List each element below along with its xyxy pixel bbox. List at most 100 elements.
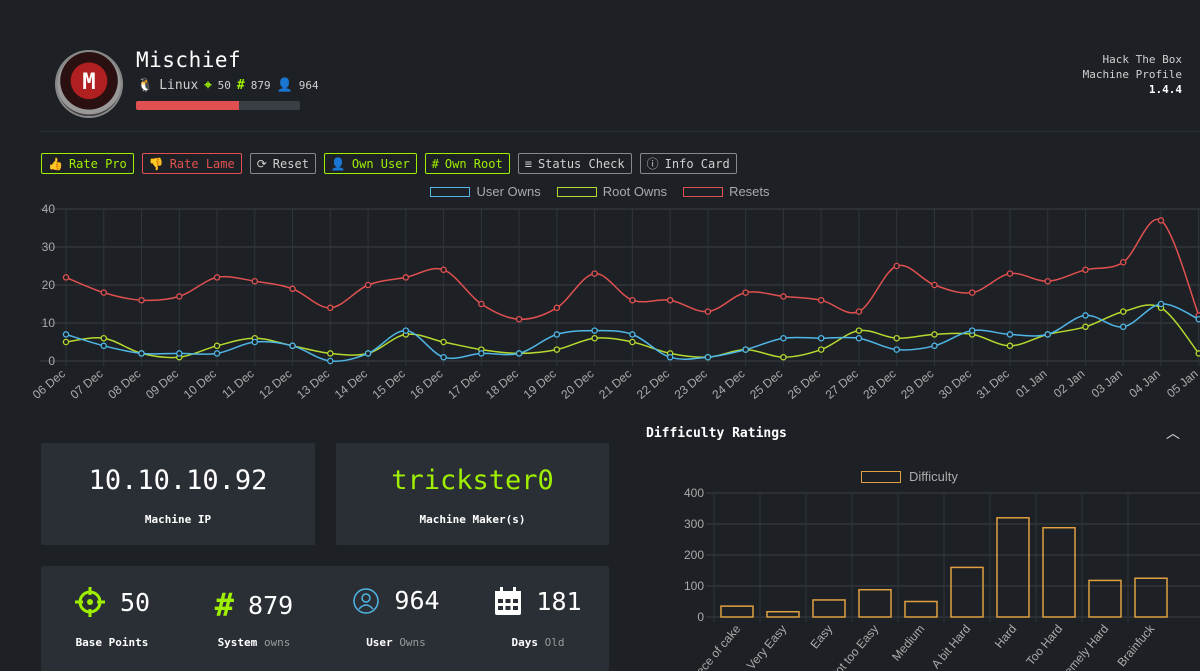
data-point: [1119, 308, 1127, 315]
data-point: [327, 357, 334, 365]
data-point: [742, 289, 749, 296]
data-point: [1044, 331, 1051, 338]
stats-card: 50 Base Points # 879 System owns 964 Use…: [41, 566, 609, 671]
header-divider: [40, 131, 1200, 132]
legend-item[interactable]: User Owns: [430, 184, 541, 199]
x-tick-label: 18 Dec: [483, 367, 521, 402]
data-point: [213, 274, 221, 281]
x-tick-label: Easy: [807, 622, 835, 651]
stat-user-owns: 964 User Owns: [325, 566, 467, 671]
data-point: [289, 285, 296, 293]
y-tick-label: 10: [42, 316, 56, 330]
difficulty-bar: [766, 610, 800, 618]
data-point: [62, 331, 70, 338]
data-point: [780, 293, 787, 300]
system-owns-label: System: [217, 636, 258, 649]
legend-item[interactable]: Resets: [683, 184, 770, 199]
difficulty-bar: [1088, 579, 1122, 618]
machine-maker-value[interactable]: trickster0: [391, 465, 554, 496]
chevron-up-icon[interactable]: ︿: [1166, 426, 1180, 442]
rating-bar: [136, 101, 300, 110]
x-tick-label: 23 Dec: [672, 367, 710, 402]
x-tick-label: 28 Dec: [860, 367, 898, 402]
difficulty-legend: Difficulty: [861, 469, 958, 484]
x-tick-label: 25 Dec: [747, 367, 785, 402]
profile-line1: Hack The Box: [1102, 53, 1182, 66]
data-point: [515, 315, 523, 323]
legend-label: Root Owns: [602, 184, 668, 199]
data-point: [100, 334, 108, 342]
legend-item[interactable]: Root Owns: [556, 184, 668, 199]
reset-button[interactable]: ⟳ Reset: [249, 153, 316, 174]
data-point: [855, 308, 863, 315]
y-tick-label: 400: [684, 486, 704, 500]
own-root-button[interactable]: # Own Root: [424, 153, 510, 174]
own-user-button[interactable]: 👤 Own User: [323, 153, 417, 174]
status-check-button[interactable]: ≡ Status Check: [517, 153, 632, 174]
x-tick-label: 16 Dec: [407, 367, 445, 402]
data-point: [62, 338, 70, 346]
x-tick-label: 01 Jan: [1013, 367, 1050, 401]
stat-days-old: 181 Days Old: [467, 566, 609, 671]
data-point: [629, 338, 636, 346]
penguin-icon: 🐧: [137, 78, 154, 93]
x-tick-label: 27 Dec: [823, 367, 861, 402]
thumbs-up-icon: 👍: [48, 156, 63, 171]
data-point: [364, 281, 372, 289]
data-point: [364, 350, 372, 357]
own-root-label: Own Root: [444, 156, 503, 171]
data-point: [213, 350, 221, 357]
machine-ip-value: 10.10.10.92: [88, 465, 268, 496]
rate-lame-button[interactable]: 👎 Rate Lame: [141, 153, 242, 174]
data-point: [176, 293, 183, 300]
data-point: [893, 334, 900, 342]
info-icon: ⓘ: [646, 157, 659, 171]
machine-avatar: M: [57, 52, 121, 116]
stat-base-points: 50 Base Points: [41, 566, 183, 671]
machine-ip-label: Machine IP: [144, 513, 212, 526]
legend-label: User Owns: [476, 184, 541, 199]
rate-lame-label: Rate Lame: [169, 156, 235, 171]
data-point: [893, 346, 900, 353]
difficulty-legend-swatch: [861, 470, 901, 483]
info-card-label: Info Card: [664, 156, 730, 171]
data-point: [553, 331, 561, 338]
data-point: [1157, 300, 1165, 308]
data-point: [138, 350, 145, 357]
y-tick-label: 200: [684, 548, 704, 562]
x-tick-label: Piece of cake: [686, 622, 743, 671]
os-label: Linux: [159, 78, 199, 93]
data-point: [704, 308, 712, 315]
data-point: [855, 327, 863, 334]
data-point: [780, 353, 787, 361]
x-tick-label: 17 Dec: [445, 367, 483, 402]
data-point: [1082, 312, 1089, 319]
system-owns-sub: owns: [263, 636, 291, 649]
x-tick-label: 20 Dec: [558, 367, 596, 402]
legend-swatch: [430, 186, 471, 197]
user-owns-value: 964: [394, 586, 440, 615]
x-tick-label: Hard: [992, 622, 1019, 651]
machine-name: Mischief: [136, 48, 242, 72]
x-tick-label: 06 Dec: [30, 367, 68, 402]
x-tick-label: Medium: [889, 622, 927, 664]
user-owns-count: 964: [298, 79, 319, 92]
data-point: [1119, 323, 1127, 331]
info-card-button[interactable]: ⓘ Info Card: [639, 153, 737, 174]
data-point: [1082, 266, 1089, 274]
data-point: [817, 296, 825, 304]
data-point: [931, 342, 938, 350]
rate-pro-button[interactable]: 👍 Rate Pro: [41, 153, 134, 174]
base-points-label: Base Points: [75, 636, 149, 649]
data-point: [1006, 331, 1014, 338]
server-icon: ≡: [524, 156, 532, 171]
profile-info: Hack The Box Machine Profile 1.4.4: [1083, 52, 1182, 97]
calendar-icon: [495, 587, 522, 615]
data-point: [968, 327, 976, 334]
hash-icon: #: [431, 156, 439, 171]
data-point: [591, 334, 598, 342]
data-point: [855, 334, 863, 342]
y-tick-label: 300: [684, 517, 704, 531]
x-tick-label: 13 Dec: [294, 367, 332, 402]
data-point: [289, 342, 296, 350]
